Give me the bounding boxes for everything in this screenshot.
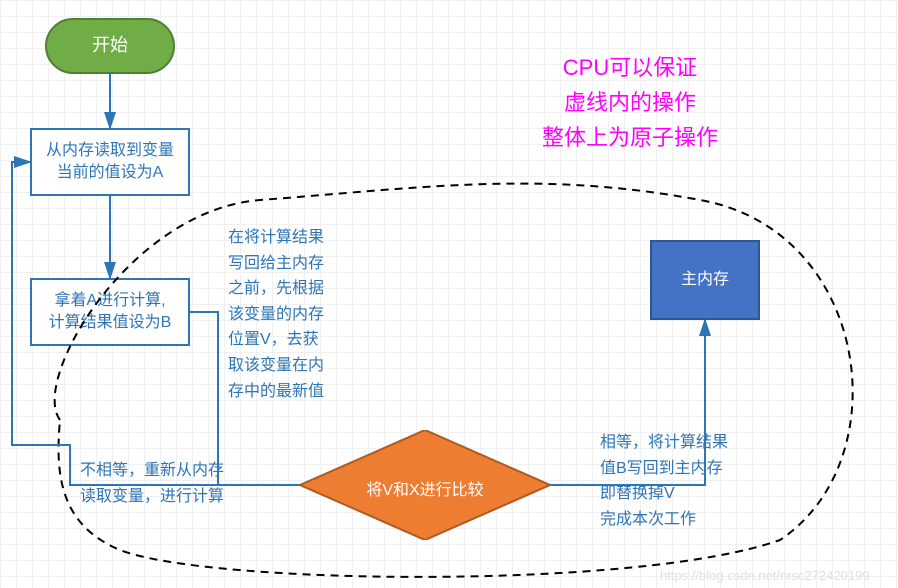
title-text: CPU可以保证 虚线内的操作 整体上为原子操作 <box>500 50 760 156</box>
calc-b-label: 拿着A进行计算, 计算结果值设为B <box>49 290 172 335</box>
compare-node: 将V和X进行比较 <box>300 430 550 540</box>
read-a-label: 从内存读取到变量 当前的值设为A <box>46 140 174 185</box>
equal-text: 相等，将计算结果 值B写回到主内存 即替换掉V 完成本次工作 <box>600 430 790 532</box>
start-node: 开始 <box>45 18 175 74</box>
title-line1: CPU可以保证 <box>500 50 760 85</box>
title-line2: 虚线内的操作 <box>500 85 760 120</box>
memory-node: 主内存 <box>650 240 760 320</box>
compare-label: 将V和X进行比较 <box>300 476 550 500</box>
not-equal-text: 不相等，重新从内存 读取变量，进行计算 <box>80 458 290 509</box>
watermark-text: https://blog.csdn.net/nrsc272420199 <box>660 568 870 583</box>
calc-b-node: 拿着A进行计算, 计算结果值设为B <box>30 278 190 346</box>
title-line3: 整体上为原子操作 <box>500 120 760 155</box>
fetch-latest-text: 在将计算结果 写回给主内存 之前，先根据 该变量的内存 位置V，去获 取该变量在… <box>228 225 378 404</box>
read-a-node: 从内存读取到变量 当前的值设为A <box>30 128 190 196</box>
memory-label: 主内存 <box>681 269 729 291</box>
start-label: 开始 <box>92 33 128 58</box>
